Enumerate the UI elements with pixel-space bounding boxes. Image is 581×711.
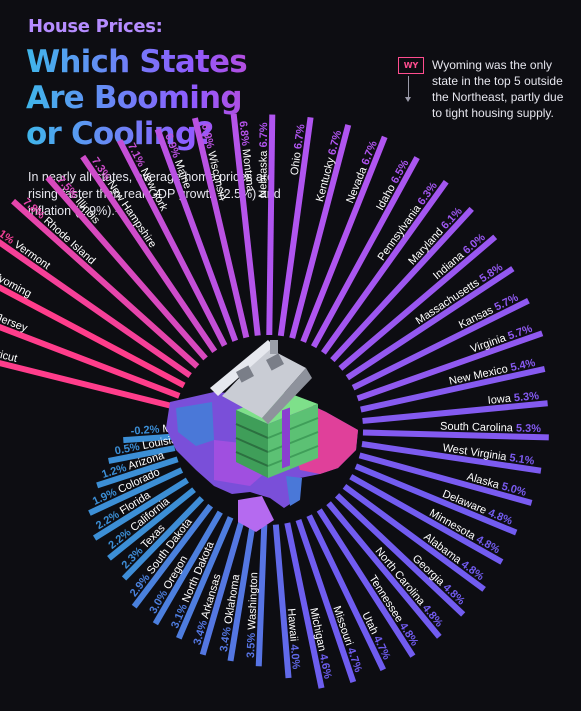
state-name: Washington	[246, 572, 260, 630]
annotation-arrow-icon	[405, 76, 411, 102]
bar-north-carolina	[326, 501, 442, 639]
label-connecticut: 8.3% Connecticut	[0, 332, 18, 365]
state-name: Nebraska	[257, 150, 270, 198]
state-name: Montana	[240, 148, 257, 193]
bar-oklahoma	[227, 523, 256, 662]
state-label: Nebraska 6.7%	[257, 122, 270, 198]
center-illustration	[166, 340, 358, 532]
label-iowa: Iowa 5.3%	[487, 390, 540, 407]
value-label: 0.5%	[114, 441, 141, 458]
bar-texas	[121, 496, 205, 581]
bar-alaska	[358, 452, 533, 506]
bar-utah	[306, 514, 386, 672]
state-label: Ohio 6.7%	[289, 123, 308, 176]
value-label: 4.6%	[317, 653, 334, 680]
value-label: -0.2%	[130, 423, 160, 437]
kicker: House Prices:	[28, 16, 163, 37]
bar-new-mexico	[360, 365, 546, 413]
bar-west-virginia	[361, 441, 542, 474]
bar-louisiana	[108, 445, 176, 464]
wyoming-badge: WY	[398, 57, 424, 74]
value-label: 5.3%	[513, 390, 539, 404]
bar-mississippi	[123, 433, 174, 444]
bar-nevada	[300, 135, 388, 343]
state-name: Ohio	[289, 151, 304, 176]
bar-california	[107, 487, 196, 561]
bar-iowa	[362, 400, 548, 424]
bar-montana	[230, 113, 261, 336]
bar-south-carolina	[362, 429, 549, 441]
bar-washington	[255, 524, 268, 667]
bar-georgia	[334, 493, 466, 617]
value-label: 6.9%	[199, 123, 216, 150]
bar-massachusetts	[345, 266, 515, 381]
bar-pennsylvania	[320, 179, 449, 355]
bar-missouri	[295, 519, 357, 684]
bar-new-jersey	[0, 324, 181, 399]
value-label: 5.4%	[509, 357, 536, 374]
state-label: Hawaii 4.0%	[285, 608, 302, 670]
state-label: South Carolina 5.3%	[440, 420, 541, 435]
value-label: 3.5%	[245, 632, 258, 658]
bar-connecticut	[0, 360, 177, 410]
label-nebraska: Nebraska 6.7%	[257, 122, 270, 198]
bar-oregon	[152, 510, 223, 626]
state-label: 8.3% Connecticut	[0, 332, 18, 365]
state-name: Iowa	[487, 393, 512, 407]
annotation-note: Wyoming was the only state in the top 5 …	[432, 58, 564, 120]
state-label: Iowa 5.3%	[487, 390, 540, 407]
value-label: 5.1%	[509, 452, 536, 468]
value-label: 6.7%	[258, 122, 270, 147]
value-label: 6.8%	[237, 120, 252, 146]
bar-ohio	[277, 116, 314, 337]
value-label: 6.7%	[292, 123, 307, 150]
bar-virginia	[356, 330, 544, 402]
house-icon	[210, 340, 312, 424]
value-label: 4.0%	[288, 644, 302, 670]
bar-new-hampshire	[80, 154, 218, 354]
bar-rhode-island	[11, 198, 200, 369]
state-name: South Carolina	[440, 420, 514, 434]
value-label: 5.3%	[516, 422, 542, 435]
label-montana: 6.8% Montana	[237, 120, 257, 193]
bar-new-york	[116, 139, 228, 347]
bar-illinois	[45, 175, 208, 361]
bar-hawaii	[272, 524, 292, 679]
bar-idaho	[310, 156, 420, 349]
bar-maine	[154, 128, 239, 342]
state-label: 6.8% Montana	[237, 120, 257, 193]
bar-kentucky	[289, 124, 352, 339]
bar-tennessee	[316, 508, 416, 658]
state-name: Hawaii	[285, 608, 300, 642]
bar-indiana	[338, 234, 498, 371]
bar-delaware	[354, 463, 518, 536]
bars-group	[0, 113, 549, 689]
bar-kansas	[351, 297, 530, 391]
bar-arkansas	[199, 520, 245, 656]
bar-colorado	[88, 467, 184, 516]
state-name: Connecticut	[0, 339, 18, 365]
bar-wyoming	[0, 284, 186, 389]
label-washington: 3.5% Washington	[245, 572, 260, 658]
state-label: 3.5% Washington	[245, 572, 260, 658]
bar-florida	[92, 477, 189, 541]
value-label: 3.4%	[218, 626, 234, 653]
label-illinois: 7.5% Illinois	[54, 174, 102, 227]
bar-north-dakota	[176, 516, 234, 640]
label-south-carolina: South Carolina 5.3%	[440, 420, 541, 435]
label-hawaii: Hawaii 4.0%	[285, 608, 302, 670]
bar-nebraska	[266, 114, 276, 336]
bar-arizona	[96, 456, 179, 489]
bar-alabama	[342, 483, 486, 592]
state-label: 7.5% Illinois	[54, 174, 102, 227]
bar-south-dakota	[131, 503, 214, 609]
label-ohio: Ohio 6.7%	[289, 123, 308, 176]
bar-minnesota	[349, 474, 504, 565]
bar-vermont	[0, 239, 192, 379]
bar-wisconsin	[191, 117, 250, 339]
bar-maryland	[330, 206, 474, 363]
bar-michigan	[284, 522, 325, 689]
